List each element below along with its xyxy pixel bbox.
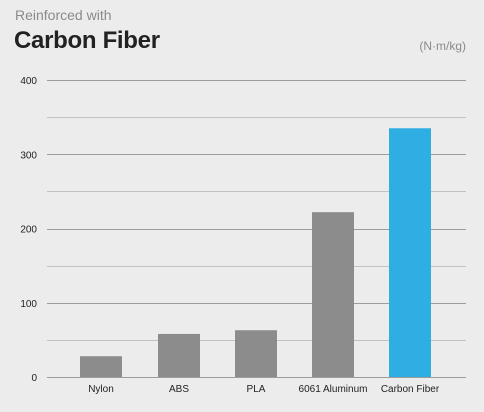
y-tick-label: 100 bbox=[20, 299, 37, 310]
y-tick-label: 300 bbox=[20, 150, 37, 161]
x-tick-label: Nylon bbox=[88, 384, 114, 395]
bar-pla bbox=[235, 330, 277, 377]
bar-6061-aluminum bbox=[312, 212, 354, 377]
chart-title: Carbon Fiber bbox=[14, 27, 160, 54]
bar-carbon-fiber bbox=[389, 128, 431, 377]
y-tick-label: 0 bbox=[31, 373, 37, 384]
y-tick-label: 200 bbox=[20, 225, 37, 236]
y-axis-ticks: 0 100 200 300 400 bbox=[20, 76, 37, 384]
x-tick-label: 6061 Aluminum bbox=[299, 384, 368, 395]
bars bbox=[80, 128, 431, 377]
y-tick-label: 400 bbox=[20, 76, 37, 87]
unit-label: (N·m/kg) bbox=[419, 39, 466, 53]
x-axis-ticks: Nylon ABS PLA 6061 Aluminum Carbon Fiber bbox=[88, 384, 440, 395]
bar-abs bbox=[158, 333, 200, 377]
x-tick-label: PLA bbox=[247, 384, 266, 395]
x-tick-label: Carbon Fiber bbox=[381, 384, 440, 395]
chart-subtitle: Reinforced with bbox=[15, 7, 112, 23]
x-tick-label: ABS bbox=[169, 384, 189, 395]
bar-nylon bbox=[80, 356, 122, 377]
